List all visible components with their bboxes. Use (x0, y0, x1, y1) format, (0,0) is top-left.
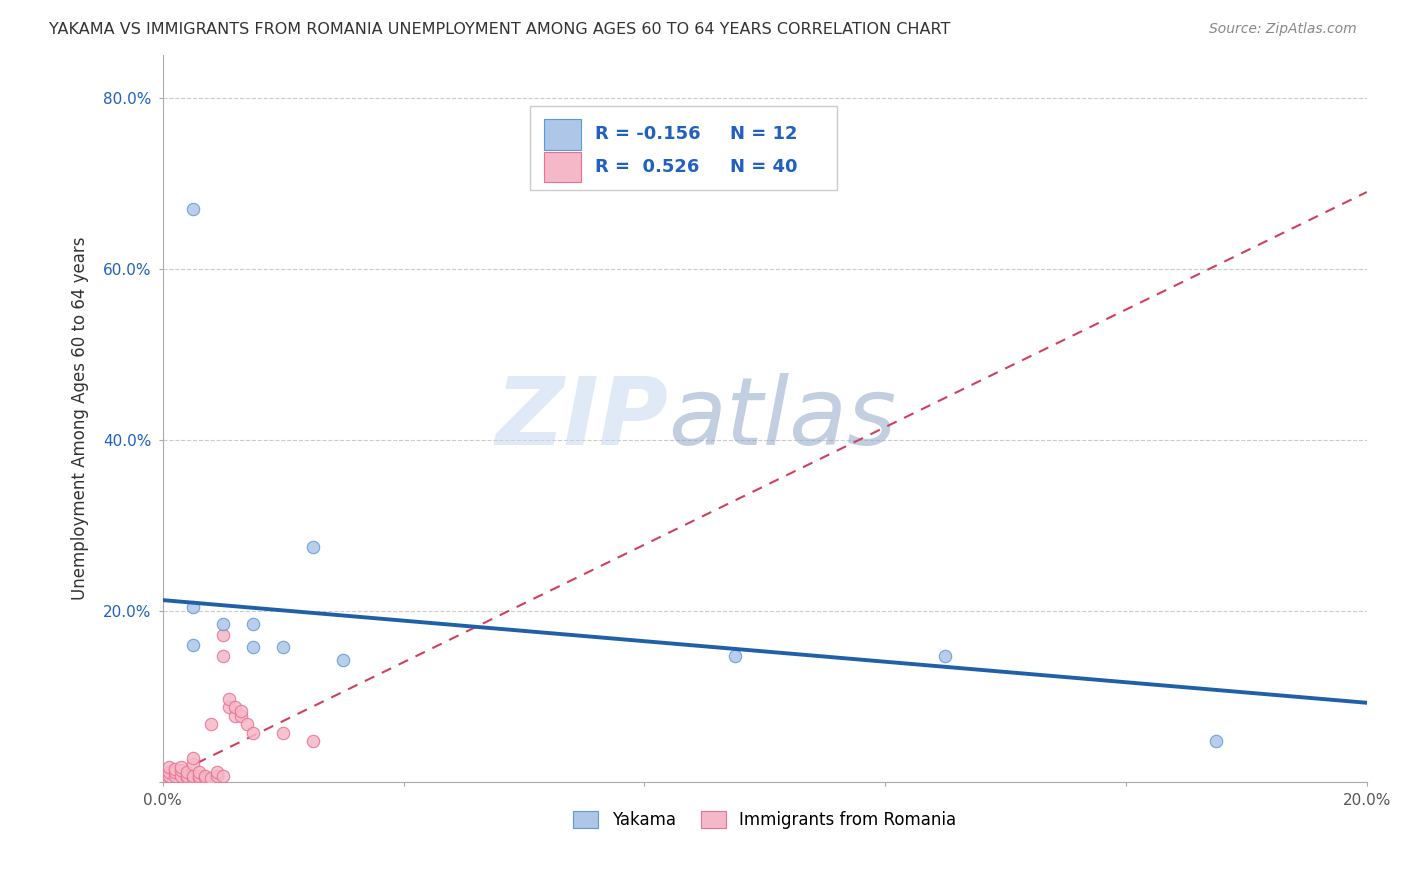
Point (236, 717, 259, 731)
FancyBboxPatch shape (544, 120, 581, 150)
Point (170, 760, 193, 774)
Point (181, 639, 204, 653)
Point (242, 725, 264, 739)
Point (157, 768, 180, 782)
Point (170, 768, 193, 782)
Point (194, 768, 217, 782)
Point (271, 725, 294, 739)
Point (157, 760, 180, 774)
FancyBboxPatch shape (544, 152, 581, 182)
Point (181, 599, 204, 614)
Point (200, 771, 222, 785)
Point (181, 771, 204, 785)
Point (302, 540, 325, 554)
Point (181, 768, 204, 782)
Text: atlas: atlas (668, 373, 897, 464)
Point (218, 691, 240, 706)
Text: R = -0.156: R = -0.156 (595, 126, 700, 144)
Point (181, 751, 204, 765)
Text: YAKAMA VS IMMIGRANTS FROM ROMANIA UNEMPLOYMENT AMONG AGES 60 TO 64 YEARS CORRELA: YAKAMA VS IMMIGRANTS FROM ROMANIA UNEMPL… (49, 22, 950, 37)
Point (212, 617, 235, 632)
Y-axis label: Unemployment Among Ages 60 to 64 years: Unemployment Among Ages 60 to 64 years (72, 237, 89, 600)
Point (302, 734, 325, 748)
Point (176, 771, 198, 785)
Point (724, 648, 747, 663)
Point (242, 640, 264, 655)
Point (218, 700, 240, 714)
Point (152, 768, 174, 782)
Point (242, 617, 264, 632)
Point (229, 708, 252, 723)
Text: N = 12: N = 12 (730, 126, 797, 144)
Text: ZIP: ZIP (495, 373, 668, 465)
Point (229, 704, 252, 718)
Point (181, 202, 204, 216)
Legend: Yakama, Immigrants from Romania: Yakama, Immigrants from Romania (567, 805, 963, 836)
Point (224, 708, 246, 723)
Point (163, 765, 186, 780)
Point (205, 768, 228, 782)
Point (163, 762, 186, 776)
Point (224, 700, 246, 714)
Point (212, 648, 235, 663)
Point (187, 768, 209, 782)
Text: Source: ZipAtlas.com: Source: ZipAtlas.com (1209, 22, 1357, 37)
Point (271, 640, 294, 655)
Point (152, 766, 174, 780)
Point (194, 771, 217, 785)
Point (212, 628, 235, 642)
FancyBboxPatch shape (530, 106, 837, 190)
Point (1205, 734, 1227, 748)
Point (163, 768, 186, 782)
Point (176, 768, 198, 782)
Point (170, 764, 193, 778)
Text: R =  0.526: R = 0.526 (595, 158, 699, 176)
Point (205, 765, 228, 780)
Text: N = 40: N = 40 (730, 158, 797, 176)
Point (187, 771, 209, 785)
Point (200, 717, 222, 731)
Point (332, 653, 354, 667)
Point (934, 648, 956, 663)
Point (157, 765, 180, 780)
Point (187, 765, 209, 780)
Point (176, 765, 198, 780)
Point (212, 768, 235, 782)
Point (181, 756, 204, 771)
